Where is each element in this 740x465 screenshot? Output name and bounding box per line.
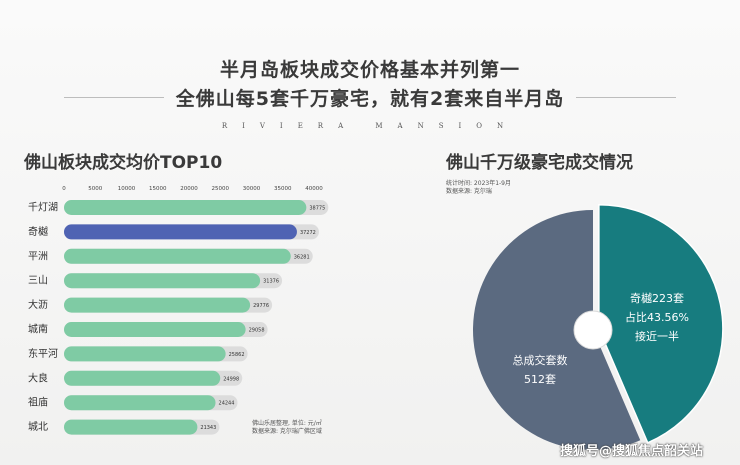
x-tick-label: 0 xyxy=(62,186,66,192)
slice-label-note: 接近一半 xyxy=(635,329,679,343)
x-tick-label: 35000 xyxy=(274,186,292,192)
donut-hole xyxy=(573,310,613,350)
bar-value-label: 31376 xyxy=(263,279,279,285)
x-tick-label: 10000 xyxy=(118,186,136,192)
bar-value-label: 38775 xyxy=(309,206,325,212)
x-tick-label: 25000 xyxy=(212,186,230,192)
pie-slice-qiyue xyxy=(598,204,724,444)
bar xyxy=(64,322,246,337)
category-label: 东平河 xyxy=(28,347,58,360)
total-label-value: 512套 xyxy=(524,373,556,386)
category-label: 祖庙 xyxy=(28,396,48,409)
bar xyxy=(64,200,307,215)
category-label: 城南 xyxy=(28,323,48,336)
bar-value-label: 36281 xyxy=(294,254,310,260)
x-tick-label: 15000 xyxy=(149,186,167,192)
bar xyxy=(64,273,261,289)
bar xyxy=(64,346,226,362)
bar xyxy=(64,370,221,386)
bar-source-note-2: 数据来源: 克尔瑞广佛区域 xyxy=(252,428,322,435)
category-label: 千灯湖 xyxy=(28,202,58,214)
x-tick-label: 30000 xyxy=(243,186,261,192)
bar-value-label: 24998 xyxy=(223,376,239,382)
bar-value-label: 29058 xyxy=(249,328,265,334)
watermark: 搜狐号@搜狐焦点韶关站 xyxy=(560,444,704,459)
slice-label-share: 占比43.56% xyxy=(625,310,689,324)
bar xyxy=(64,419,198,435)
category-label: 三山 xyxy=(28,275,48,287)
category-label: 城北 xyxy=(28,421,48,433)
stat-period-note: 统计时间: 2023年1-9月 xyxy=(446,180,511,187)
x-tick-label: 20000 xyxy=(180,186,198,192)
bar xyxy=(64,297,251,313)
bar-value-label: 24244 xyxy=(219,401,235,407)
bar xyxy=(64,395,216,411)
pie-chart-title: 佛山千万级豪宅成交情况 xyxy=(446,153,633,173)
bar-value-label: 29776 xyxy=(253,303,269,309)
x-tick-label: 40000 xyxy=(305,186,323,192)
bar xyxy=(64,224,297,240)
category-label: 平洲 xyxy=(28,250,48,262)
headline-line-1: 半月岛板块成交价格基本并列第一 xyxy=(219,59,520,81)
total-label-title: 总成交套数 xyxy=(513,353,568,367)
bar-value-label: 25862 xyxy=(229,352,245,358)
pie-source-note: 数据来源: 克尔瑞 xyxy=(446,188,492,195)
bar-value-label: 21343 xyxy=(200,425,216,431)
category-label: 大良 xyxy=(28,371,48,384)
headline-line-2: 全佛山每5套千万豪宅，就有2套来自半月岛 xyxy=(175,88,565,110)
slice-label-count: 奇樾223套 xyxy=(630,291,684,305)
headline-rule-right xyxy=(576,97,676,98)
bar-source-note-1: 佛山乐居整理, 单位: 元/㎡ xyxy=(252,420,322,427)
bar-chart: 0 5000 10000 15000 20000 25000 30000 35000 40000… xyxy=(28,186,329,435)
brand-wordmark: RIVIERA MANSION xyxy=(221,122,519,130)
headline-rule-left xyxy=(64,97,164,98)
x-tick-label: 5000 xyxy=(88,186,102,192)
bar-chart-title: 佛山板块成交均价TOP10 xyxy=(24,153,223,173)
category-label: 大沥 xyxy=(28,298,48,311)
bar xyxy=(64,248,291,264)
category-label: 奇樾 xyxy=(28,225,48,238)
bar-value-label: 37272 xyxy=(300,230,316,236)
pie-slice-other xyxy=(473,210,641,450)
